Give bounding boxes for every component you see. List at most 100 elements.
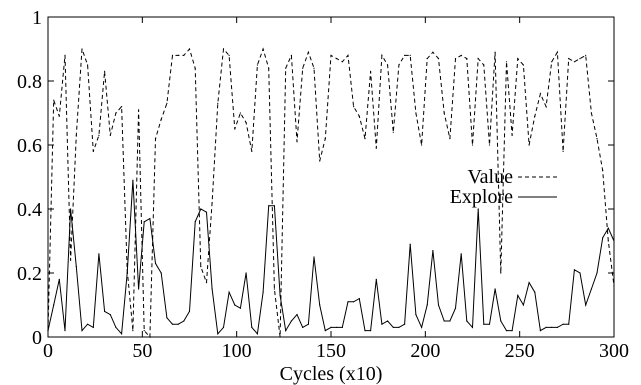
data-point-value <box>285 67 287 69</box>
data-point-explore <box>188 310 191 312</box>
data-point-explore <box>273 205 275 207</box>
data-point-explore <box>154 262 157 264</box>
data-point-explore <box>437 304 440 306</box>
data-point-value <box>234 128 236 130</box>
data-point-value <box>273 288 275 290</box>
data-point-value <box>426 58 428 60</box>
data-point-value <box>307 51 309 53</box>
data-point-explore <box>290 320 292 322</box>
data-point-value <box>460 54 462 57</box>
data-point-explore <box>177 323 179 325</box>
data-point-value <box>398 64 400 66</box>
data-point-explore <box>370 330 372 332</box>
data-point-value <box>177 54 179 57</box>
data-point-value <box>183 54 185 57</box>
data-point-value <box>200 266 202 268</box>
data-point-value <box>551 61 553 63</box>
data-point-value <box>251 150 253 152</box>
data-point-value <box>121 106 123 108</box>
data-point-value <box>92 150 94 152</box>
data-point-explore <box>126 272 128 274</box>
data-point-value <box>517 58 519 60</box>
data-point-explore <box>87 323 89 325</box>
data-point-explore <box>296 314 298 316</box>
series-line-value <box>47 47 615 339</box>
data-point-explore <box>449 320 451 322</box>
data-point-explore <box>132 179 134 181</box>
data-point-value <box>375 147 377 149</box>
data-point-explore <box>205 211 208 213</box>
data-point-value <box>590 112 593 114</box>
data-point-explore <box>432 250 434 252</box>
data-point-value <box>245 122 247 124</box>
data-point-value <box>381 54 383 57</box>
data-point-value <box>81 48 83 50</box>
data-point-value <box>109 134 111 136</box>
data-point-explore <box>171 323 174 325</box>
data-point-explore <box>302 326 304 328</box>
plot-frame <box>47 16 615 338</box>
data-point-value <box>268 67 270 69</box>
data-point-explore <box>471 326 474 328</box>
data-point-value <box>239 112 241 114</box>
data-point-explore <box>194 221 196 223</box>
data-point-value <box>256 64 258 66</box>
data-point-value <box>534 115 536 117</box>
data-point-explore <box>607 227 609 229</box>
data-point-explore <box>234 304 236 306</box>
data-point-explore <box>138 288 140 290</box>
data-point-value <box>607 240 609 242</box>
data-point-value <box>573 61 576 63</box>
data-point-value <box>58 115 60 117</box>
data-point-explore <box>200 208 202 210</box>
data-point-value <box>143 330 145 332</box>
data-point-explore <box>562 323 564 325</box>
data-point-value <box>160 118 162 120</box>
data-point-explore <box>217 333 219 335</box>
data-point-value <box>449 138 451 140</box>
data-point-explore <box>166 317 168 319</box>
data-point-explore <box>58 278 60 280</box>
data-point-value <box>471 144 474 146</box>
data-point-explore <box>319 304 321 306</box>
data-point-explore <box>211 288 213 290</box>
data-point-value <box>488 144 491 146</box>
data-point-value <box>358 115 360 117</box>
data-point-explore <box>307 323 309 325</box>
x-tick-label: 250 <box>505 340 535 362</box>
data-point-explore <box>364 330 366 332</box>
x-tick-label: 200 <box>410 340 440 362</box>
data-point-value <box>319 160 321 162</box>
data-point-value <box>432 51 434 53</box>
data-point-value <box>104 70 106 72</box>
data-point-explore <box>92 326 94 328</box>
x-tick-label: 50 <box>132 340 152 362</box>
data-point-value <box>421 144 423 146</box>
data-point-explore <box>409 243 411 245</box>
x-tick-label: 0 <box>43 340 53 362</box>
data-point-value <box>494 51 496 53</box>
y-tick-label: 0.4 <box>17 199 42 221</box>
data-point-value <box>154 138 157 140</box>
data-point-explore <box>81 330 83 332</box>
data-point-value <box>347 54 349 57</box>
data-point-value <box>166 102 168 104</box>
data-point-value <box>585 54 587 57</box>
data-point-explore <box>115 326 117 328</box>
data-point-value <box>500 272 502 274</box>
data-point-explore <box>590 288 593 290</box>
data-point-explore <box>245 272 247 274</box>
data-point-explore <box>53 304 55 306</box>
data-point-explore <box>256 333 258 335</box>
data-point-explore <box>149 218 151 220</box>
data-point-value <box>98 134 100 136</box>
x-tick-label: 300 <box>599 340 629 362</box>
data-point-explore <box>488 323 491 325</box>
data-point-value <box>53 99 55 101</box>
y-tick-label: 0.2 <box>17 263 42 285</box>
data-point-value <box>443 112 445 114</box>
data-point-explore <box>517 294 519 296</box>
y-tick-label: 0.8 <box>17 71 42 93</box>
data-point-explore <box>160 272 162 274</box>
